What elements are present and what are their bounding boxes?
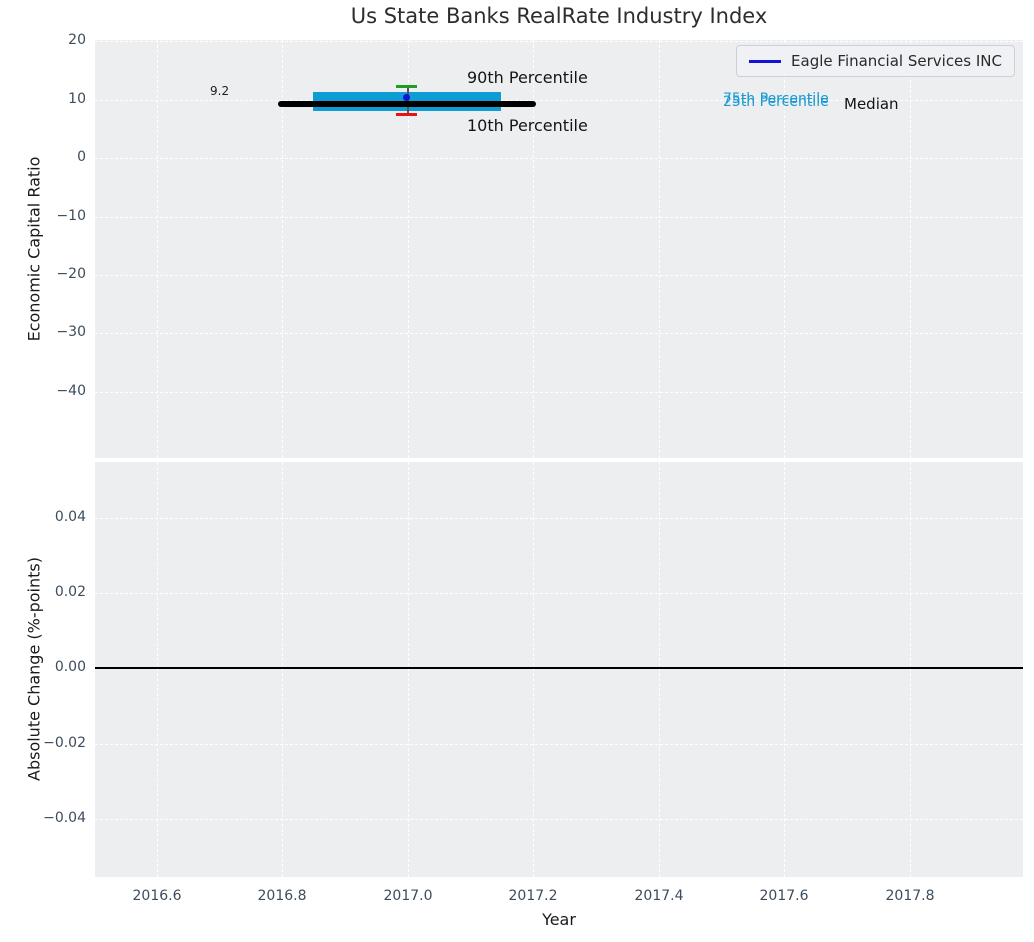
gridline-x-2017-4 [659, 462, 660, 877]
gridline-y-20 [95, 41, 1023, 42]
median-value-annotation: 9.2 [210, 84, 230, 98]
legend-line-swatch [749, 59, 782, 63]
gridline-y-m40 [95, 392, 1023, 393]
x-axis-label: Year [542, 910, 576, 929]
gridline-x-2017-2 [533, 40, 534, 458]
gridline-y-m10 [95, 217, 1023, 218]
gridline-x-2017-0 [408, 462, 409, 877]
y-axis-label-top: Economic Capital Ratio [24, 156, 44, 342]
xtick-2017-8: 2017.8 [885, 888, 935, 904]
p10-whisker-cap [396, 113, 417, 116]
gridline-x-2016-8 [282, 40, 283, 458]
median-label: Median [844, 95, 899, 113]
ytick-m004: −0.04 [43, 810, 86, 826]
p75-label: 75th Percentile [723, 91, 829, 107]
gridline-y-002 [95, 593, 1023, 594]
gridline-x-2017-6 [784, 40, 785, 458]
ytick-20: 20 [68, 32, 86, 48]
gridline-x-2016-8 [282, 462, 283, 877]
gridline-x-2017-8 [910, 40, 911, 458]
y-axis-label-bottom: Absolute Change (%-points) [24, 557, 44, 781]
zero-reference-line [95, 667, 1023, 669]
ytick-m20: −20 [56, 266, 86, 282]
gridline-x-2017-0 [408, 40, 409, 458]
legend: Eagle Financial Services INC [736, 45, 1015, 77]
gridline-y-004 [95, 518, 1023, 519]
gridline-x-2016-6 [157, 40, 158, 458]
ytick-m10: −10 [56, 208, 86, 224]
ytick-10: 10 [68, 91, 86, 107]
xtick-2017-4: 2017.4 [634, 888, 684, 904]
gridline-y-0 [95, 158, 1023, 159]
gridline-y-m002 [95, 744, 1023, 745]
gridline-y-m004 [95, 819, 1023, 820]
xtick-2017-6: 2017.6 [759, 888, 809, 904]
gridline-x-2016-6 [157, 462, 158, 877]
p10-label: 10th Percentile [467, 116, 588, 135]
ytick-0: 0 [77, 149, 86, 165]
p90-label: 90th Percentile [467, 68, 588, 87]
industry-index-chart: 9.2 90th Percentile 10th Percentile 75th… [95, 40, 1023, 458]
gridline-x-2017-6 [784, 462, 785, 877]
median-line [278, 101, 536, 107]
p25-label: 25th Percentile [723, 94, 829, 110]
ytick-m002: −0.02 [43, 735, 86, 751]
ytick-000: 0.00 [54, 659, 86, 675]
gridline-y-m20 [95, 275, 1023, 276]
gridline-x-2017-8 [910, 462, 911, 877]
ytick-m40: −40 [56, 383, 86, 399]
xtick-2017-2: 2017.2 [508, 888, 558, 904]
gridline-x-2017-2 [533, 462, 534, 877]
xtick-2016-6: 2016.6 [132, 888, 182, 904]
gridline-y-10 [95, 100, 1023, 101]
ytick-m30: −30 [56, 324, 86, 340]
xtick-2017-0: 2017.0 [383, 888, 433, 904]
xtick-2016-8: 2016.8 [257, 888, 307, 904]
gridline-x-2017-4 [659, 40, 660, 458]
legend-label: Eagle Financial Services INC [791, 52, 1002, 70]
company-data-point [403, 94, 410, 101]
gridline-y-m30 [95, 333, 1023, 334]
p90-whisker-cap [396, 85, 417, 88]
ytick-002: 0.02 [54, 584, 86, 600]
chart-title: Us State Banks RealRate Industry Index [350, 4, 768, 28]
change-chart [95, 462, 1023, 877]
ytick-004: 0.04 [54, 509, 86, 525]
